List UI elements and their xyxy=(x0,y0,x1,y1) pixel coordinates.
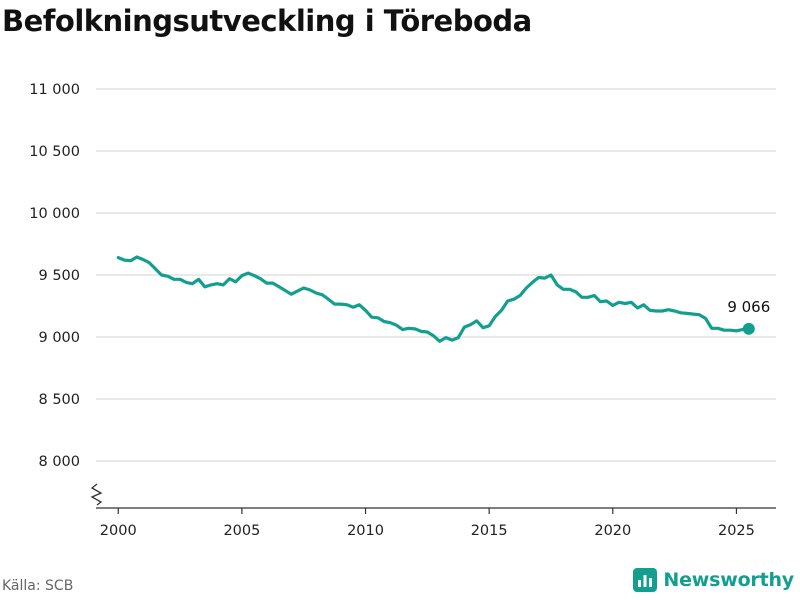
y-tick-label: 9 500 xyxy=(38,268,80,284)
x-tick-label: 2020 xyxy=(594,523,631,539)
y-axis-labels: 8 000 8 500 9 000 9 500 10 000 10 500 11 000 xyxy=(29,82,80,470)
y-gridlines xyxy=(96,88,776,462)
x-tick-label: 2010 xyxy=(347,523,384,539)
brand-name: Newsworthy xyxy=(663,569,794,591)
series-layer: 9 066 xyxy=(116,255,770,343)
y-tick-label: 8 500 xyxy=(38,392,80,408)
x-axis-labels: 2000 2005 2010 2015 2020 2025 xyxy=(100,523,755,539)
x-tick-label: 2000 xyxy=(100,523,137,539)
x-tick-label: 2005 xyxy=(223,523,260,539)
y-tick-label: 10 000 xyxy=(29,206,80,222)
y-tick-label: 10 500 xyxy=(29,144,80,160)
end-point-marker xyxy=(742,322,755,335)
chart-title: Befolkningsutveckling i Töreboda xyxy=(2,4,532,38)
x-axis xyxy=(90,483,776,514)
end-value-label: 9 066 xyxy=(727,298,770,316)
brand-logo: Newsworthy xyxy=(633,568,794,592)
axis-break-icon xyxy=(90,483,103,506)
source-note: Källa: SCB xyxy=(2,578,74,594)
x-tick-label: 2025 xyxy=(718,523,755,539)
series-line xyxy=(116,255,751,343)
y-tick-label: 9 000 xyxy=(38,330,80,346)
y-tick-label: 11 000 xyxy=(29,82,80,98)
bar-chart-icon xyxy=(633,568,658,592)
x-tick-label: 2015 xyxy=(471,523,508,539)
y-tick-label: 8 000 xyxy=(38,454,80,470)
